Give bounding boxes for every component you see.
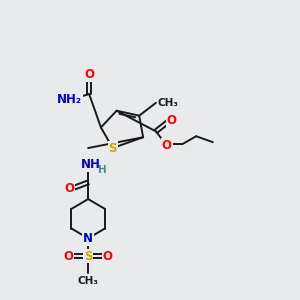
Text: O: O — [84, 68, 94, 81]
Text: CH₃: CH₃ — [78, 276, 99, 286]
Text: H: H — [98, 165, 106, 175]
Text: NH: NH — [81, 158, 101, 171]
Text: O: O — [162, 139, 172, 152]
Text: CH₃: CH₃ — [158, 98, 179, 108]
Text: S: S — [109, 142, 117, 154]
Text: NH₂: NH₂ — [57, 93, 82, 106]
Text: N: N — [83, 232, 93, 245]
Text: S: S — [84, 250, 92, 262]
Text: O: O — [64, 250, 74, 262]
Text: O: O — [64, 182, 74, 195]
Text: O: O — [103, 250, 113, 262]
Text: O: O — [167, 114, 177, 127]
